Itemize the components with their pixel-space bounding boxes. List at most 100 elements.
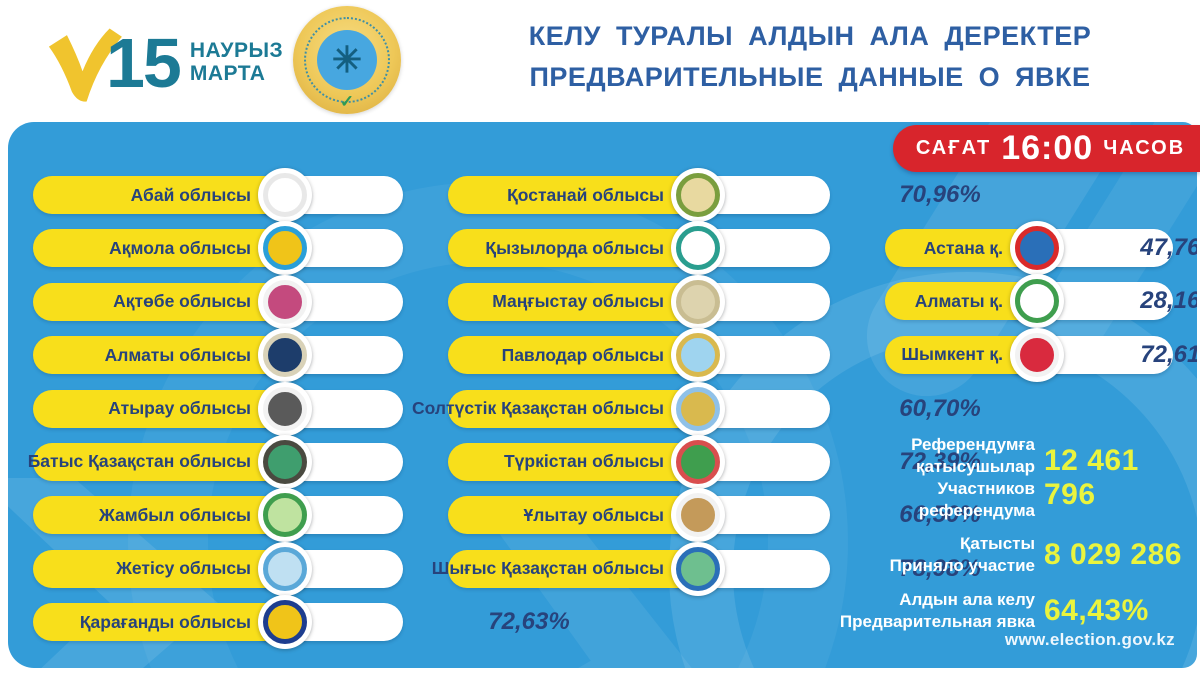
- region-emblem-art: [1015, 279, 1059, 324]
- summary-label-kk: Референдумға қатысушылар: [911, 435, 1035, 477]
- time-badge: САҒАТ 16:00 ЧАСОВ: [893, 125, 1200, 172]
- region-emblem-art: [676, 386, 720, 431]
- region-name-pill: Қызылорда облысы: [448, 229, 724, 268]
- region-emblem-art: [676, 546, 720, 591]
- summary-value: 12 461 796: [1044, 444, 1139, 512]
- region-emblem-icon: [671, 381, 725, 436]
- region-emblem-icon: [671, 221, 725, 276]
- region-row: 68,19% Маңғыстау облысы: [448, 274, 981, 329]
- seal-check-icon: ✓: [339, 92, 355, 111]
- region-name: Шығыс Қазақстан облысы: [431, 558, 664, 579]
- region-emblem-icon: [258, 381, 312, 436]
- region-emblem-art: [676, 493, 720, 538]
- summary-label: Қатысты Приняло участие: [890, 533, 1035, 577]
- region-emblem-icon: [258, 434, 312, 489]
- region-name: Ақмола облысы: [109, 237, 251, 258]
- summary-label: Алдын ала келу Предварительная явка: [840, 589, 1035, 633]
- region-name: Ақтөбе облысы: [113, 291, 251, 312]
- region-name: Қостанай облысы: [507, 184, 664, 205]
- region-row: 60,61% Батыс Қазақстан облысы: [28, 434, 570, 489]
- region-row: 72,63% Қарағанды облысы: [33, 595, 570, 650]
- logo-month: НАУРЫЗ МАРТА: [190, 40, 283, 85]
- region-emblem-icon: [258, 168, 312, 222]
- region-emblem-art: [263, 546, 307, 591]
- region-emblem-icon: [671, 328, 725, 383]
- region-emblem-icon: [258, 274, 312, 329]
- time-badge-prefix: САҒАТ: [915, 137, 992, 159]
- region-emblem-art: [676, 173, 720, 217]
- summary-row: Алдын ала келу Предварительная явка 64,4…: [838, 589, 1196, 633]
- region-emblem-art: [676, 226, 720, 271]
- summary-value: 8 029 286: [1044, 538, 1182, 572]
- region-name: Абай облысы: [130, 184, 251, 205]
- time-badge-time: 16:00: [1001, 129, 1094, 167]
- region-emblem-art: [263, 386, 307, 431]
- region-emblem-icon: [1010, 274, 1064, 329]
- region-emblem-art: [676, 333, 720, 378]
- region-emblem-icon: [671, 541, 725, 596]
- region-emblem-art: [676, 439, 720, 484]
- region-emblem-art: [263, 173, 307, 217]
- region-column-middle: 70,96% Қостанай облысы 82,02% Қызылорда …: [412, 168, 981, 596]
- title-line-kk: КЕЛУ ТУРАЛЫ АЛДЫН АЛА ДЕРЕКТЕР: [528, 21, 1092, 51]
- referendum-commission-seal-icon: ✳ ✓: [293, 6, 401, 114]
- data-panel: 69,29% Абай облысы 71,33% Ақмола облысы …: [8, 122, 1197, 668]
- region-row: 72,39% Түркістан облысы: [448, 434, 981, 489]
- region-emblem-art: [263, 439, 307, 484]
- region-emblem-icon: [258, 541, 312, 596]
- logo-month-kk: НАУРЫЗ: [189, 39, 284, 63]
- region-row: 66,50% Ұлытау облысы: [448, 488, 981, 543]
- region-emblem-icon: [1010, 221, 1064, 275]
- check-logo-icon: [48, 28, 122, 102]
- logo-day: 15: [106, 24, 182, 102]
- summary-totals: Референдумға қатысушылар Участников рефе…: [838, 434, 1196, 644]
- region-row: 28,16% Алматы қ.: [885, 274, 1197, 329]
- region-emblem-art: [1015, 226, 1059, 270]
- region-name: Астана қ.: [923, 237, 1003, 258]
- region-row: 71,33% Ақмола облысы: [33, 221, 570, 276]
- region-name: Батыс Қазақстан облысы: [27, 451, 251, 472]
- region-row: 68,50% Жетісу облысы: [33, 541, 570, 596]
- region-name: Алматы облысы: [104, 344, 251, 365]
- summary-value: 64,43%: [1044, 593, 1149, 627]
- page-title: КЕЛУ ТУРАЛЫ АЛДЫН АЛА ДЕРЕКТЕР ПРЕДВАРИТ…: [425, 16, 1195, 98]
- region-row: 70,96% Қостанай облысы: [448, 168, 981, 222]
- region-emblem-icon: [671, 274, 725, 329]
- time-badge-suffix: ЧАСОВ: [1103, 137, 1186, 159]
- region-name: Маңғыстау облысы: [492, 291, 664, 312]
- region-row: 77,65% Ақтөбе облысы: [33, 274, 570, 329]
- logo-month-ru: МАРТА: [189, 62, 266, 85]
- region-name: Ұлытау облысы: [523, 504, 665, 525]
- region-row: 72,61% Шымкент қ.: [885, 327, 1197, 382]
- summary-row: Референдумға қатысушылар Участников рефе…: [838, 434, 1196, 522]
- region-name: Түркістан облысы: [503, 451, 664, 472]
- header: 15 НАУРЫЗ МАРТА ✳ ✓ КЕЛУ ТУРАЛЫ АЛДЫН АЛ…: [0, 0, 1200, 122]
- website-link[interactable]: www.election.gov.kz: [1004, 630, 1175, 649]
- summary-label-ru: Приняло участие: [889, 556, 1035, 576]
- region-emblem-art: [263, 226, 307, 271]
- region-row: 64,33% Атырау облысы: [33, 381, 570, 436]
- region-emblem-art: [263, 493, 307, 538]
- region-emblem-art: [676, 279, 720, 324]
- region-row: 60,70% Солтүстік Қазақстан облысы: [412, 381, 981, 436]
- region-emblem-icon: [258, 488, 312, 543]
- march-15-logo: 15 НАУРЫЗ МАРТА: [42, 20, 283, 106]
- region-row: 70,31% Жамбыл облысы: [33, 488, 570, 543]
- summary-label-ru: Предварительная явка: [839, 611, 1035, 631]
- region-name: Алматы қ.: [914, 290, 1003, 311]
- city-column-right: 47,76% Астана қ. 28,16% Алматы қ. 72,61%…: [885, 221, 1197, 382]
- region-name-pill: Ұлытау облысы: [448, 496, 724, 535]
- region-emblem-art: [263, 279, 307, 324]
- region-row: 47,76% Астана қ.: [885, 221, 1197, 275]
- region-name: Жамбыл облысы: [98, 504, 251, 525]
- region-row: 82,02% Қызылорда облысы: [448, 221, 981, 276]
- region-row: 78,98% Шығыс Қазақстан облысы: [432, 541, 981, 596]
- region-name: Жетісу облысы: [116, 558, 251, 579]
- region-emblem-art: [263, 333, 307, 378]
- region-emblem-icon: [258, 221, 312, 276]
- summary-label-kk: Алдын ала келу: [899, 589, 1035, 609]
- region-emblem-art: [263, 600, 307, 645]
- summary-row: Қатысты Приняло участие 8 029 286: [838, 533, 1196, 577]
- title-line-ru: ПРЕДВАРИТЕЛЬНЫЕ ДАННЫЕ О ЯВКЕ: [529, 62, 1091, 93]
